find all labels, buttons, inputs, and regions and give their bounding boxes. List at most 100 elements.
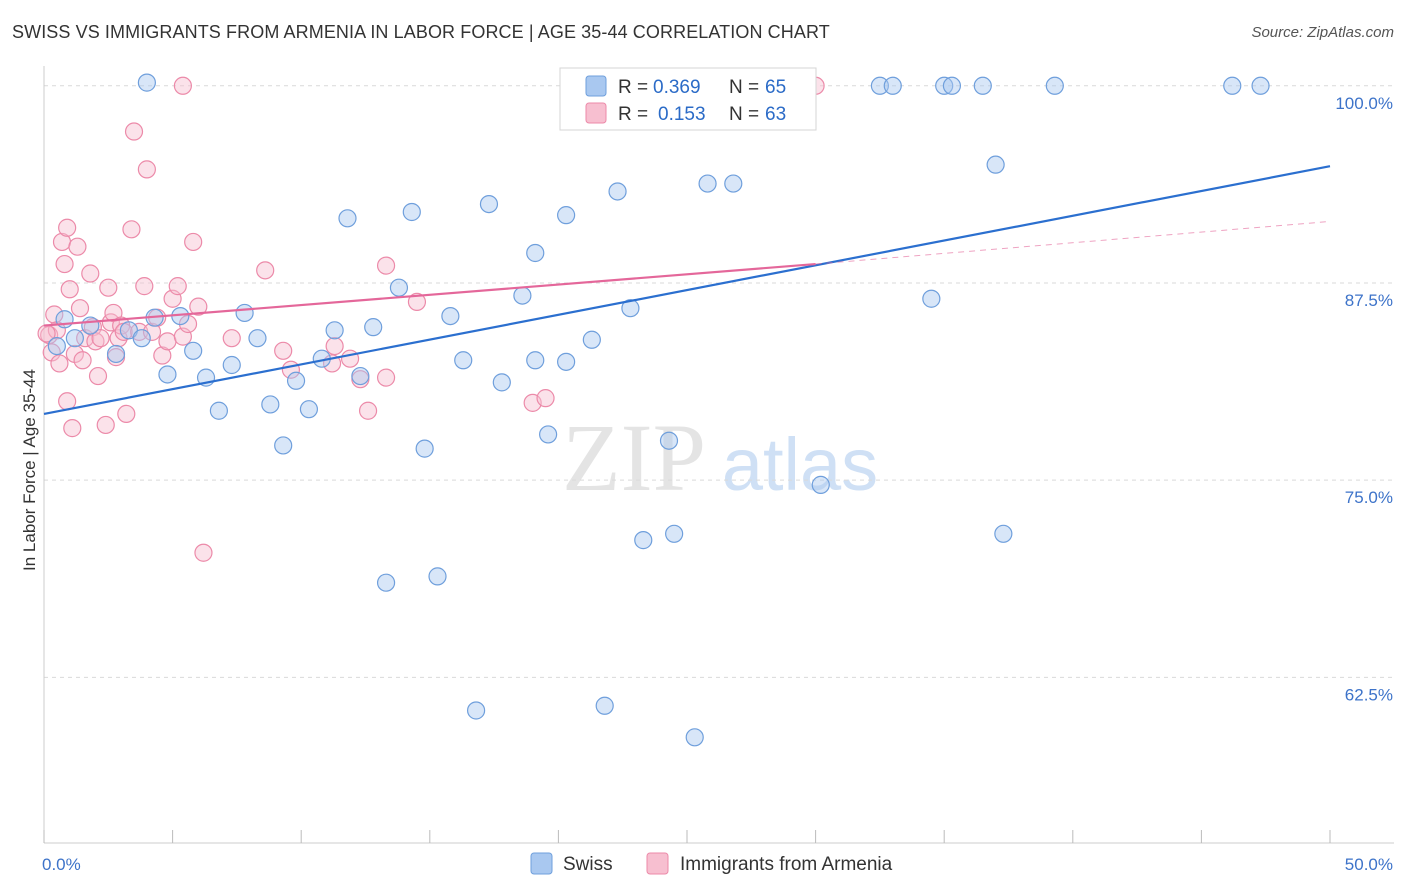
armenia-point	[68, 237, 87, 256]
armenia-point	[99, 278, 118, 297]
armenia-point	[63, 419, 82, 438]
legend-n-value-swiss: 65	[765, 77, 786, 98]
swiss-point	[338, 209, 357, 228]
swiss-point	[184, 341, 203, 360]
swiss-point	[81, 316, 100, 335]
swiss-point	[513, 286, 532, 305]
armenia-point	[135, 277, 154, 296]
armenia-point	[536, 389, 555, 408]
armenia-point	[55, 254, 74, 274]
swiss-point	[209, 401, 228, 420]
swiss-point	[299, 400, 319, 419]
armenia-point	[168, 277, 187, 296]
armenia-point	[189, 297, 208, 316]
armenia-point	[142, 322, 162, 341]
chart-title: SWISS VS IMMIGRANTS FROM ARMENIA IN LABO…	[12, 22, 830, 42]
swiss-point	[698, 174, 717, 193]
armenia-trend-extension	[815, 220, 1331, 265]
swiss-point	[986, 155, 1005, 174]
swiss-point	[557, 352, 576, 371]
swiss-point	[248, 329, 267, 348]
bottom-legend-label-armenia: Immigrants from Armenia	[680, 854, 893, 875]
swiss-point	[479, 194, 499, 214]
armenia-point	[60, 280, 79, 299]
watermark: ZIP atlas	[562, 404, 878, 511]
swiss-point	[595, 696, 614, 715]
swiss-point	[973, 76, 992, 95]
legend-r-value-swiss: 0.369	[653, 77, 701, 98]
y-tick-label: 62.5%	[1345, 685, 1393, 704]
bottom-legend-label-swiss: Swiss	[563, 854, 613, 875]
y-tick-label: 75.0%	[1345, 488, 1393, 507]
legend-swatch-swiss	[585, 75, 607, 97]
armenia-point	[256, 261, 275, 280]
swiss-point	[665, 524, 684, 543]
swiss-point	[608, 182, 627, 201]
axes	[43, 66, 1394, 844]
armenia-point	[158, 332, 177, 351]
armenia-point	[88, 366, 108, 386]
armenia-point	[124, 122, 144, 141]
armenia-point	[407, 292, 427, 311]
armenia-point	[81, 264, 100, 283]
armenia-point	[184, 232, 203, 252]
armenia-point	[137, 160, 156, 179]
armenia-point	[91, 329, 110, 348]
swiss-point	[274, 436, 293, 455]
swiss-point	[376, 573, 396, 592]
armenia-point	[325, 336, 344, 356]
swiss-point	[526, 351, 545, 370]
swiss-point	[454, 351, 473, 370]
legend-r-label-armenia: R =	[618, 104, 648, 125]
swiss-point	[557, 206, 576, 225]
armenia-trend-line	[43, 262, 816, 327]
swiss-trend-line	[43, 165, 1331, 415]
swiss-point	[659, 431, 679, 450]
x-tick-label: 0.0%	[42, 855, 81, 874]
legend: R = 0.369 N = 65 R = 0.153 N = 63	[559, 67, 817, 131]
swiss-point	[158, 365, 177, 384]
armenia-point	[45, 305, 64, 324]
armenia-point	[73, 351, 92, 370]
y-tick-label: 100.0%	[1335, 94, 1393, 113]
swiss-point	[364, 318, 383, 337]
armenia-point	[173, 76, 192, 95]
armenia-point	[122, 220, 141, 239]
tick-labels: 62.5% 75.0% 87.5% 100.0% 0.0% 50.0%	[42, 94, 1393, 874]
swiss-point	[811, 475, 830, 494]
swiss-point	[942, 76, 962, 95]
watermark-zip: ZIP	[562, 404, 706, 511]
swiss-point	[261, 395, 280, 414]
swiss-point	[47, 336, 66, 356]
series-swiss-points	[47, 73, 1270, 747]
swiss-point	[65, 329, 84, 348]
swiss-point	[351, 366, 370, 386]
legend-r-value-armenia: 0.153	[658, 104, 706, 125]
swiss-point	[466, 701, 486, 720]
armenia-point	[194, 543, 213, 562]
swiss-point	[994, 524, 1013, 543]
swiss-point	[1251, 76, 1270, 95]
swiss-point	[935, 76, 954, 95]
swiss-point	[526, 243, 545, 263]
swiss-point	[539, 425, 558, 444]
legend-r-label-swiss: R =	[618, 77, 648, 98]
armenia-point	[222, 329, 241, 348]
armenia-point	[96, 415, 115, 435]
swiss-point	[441, 306, 460, 326]
y-tick-label: 87.5%	[1345, 291, 1393, 310]
swiss-point	[402, 202, 421, 222]
armenia-point	[50, 354, 69, 373]
swiss-point	[492, 373, 511, 392]
bottom-legend: Swiss Immigrants from Armenia	[530, 852, 893, 875]
armenia-point	[358, 401, 378, 420]
swiss-point	[389, 278, 409, 297]
trend-lines	[43, 165, 1331, 415]
swiss-point	[1045, 76, 1064, 95]
source-attribution: Source: ZipAtlas.com	[1251, 24, 1394, 41]
bottom-legend-swatch-swiss	[530, 852, 553, 875]
swiss-point	[137, 73, 156, 92]
legend-n-value-armenia: 63	[765, 104, 786, 125]
swiss-point	[415, 439, 434, 458]
